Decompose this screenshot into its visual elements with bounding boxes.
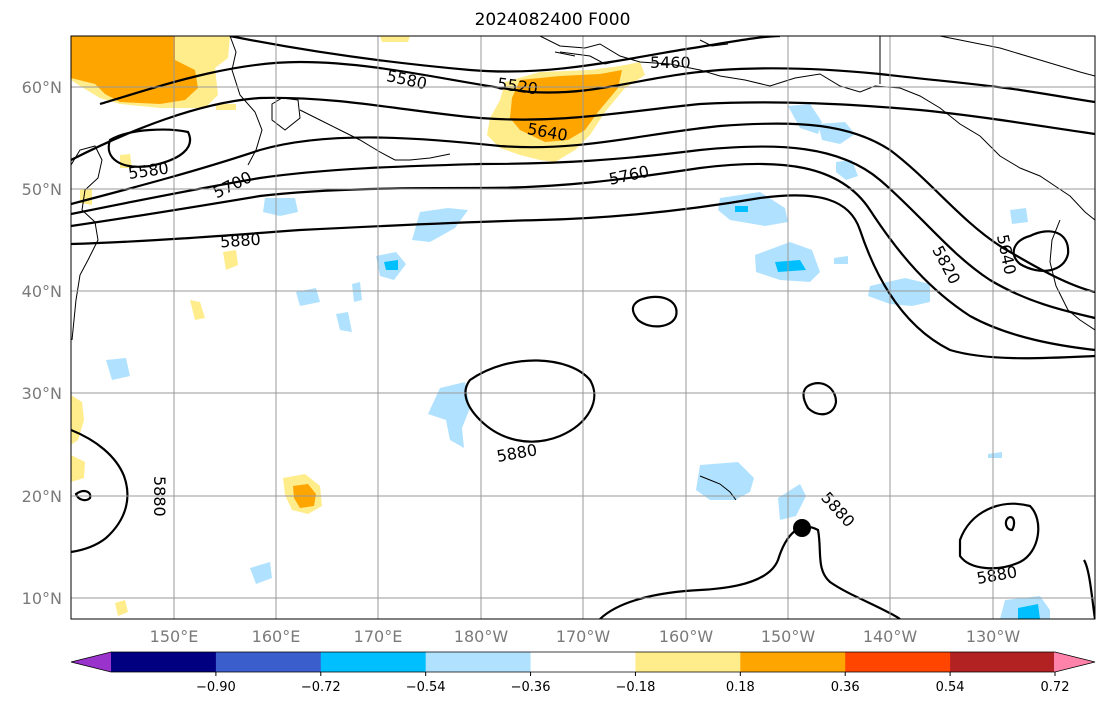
lon-label: 150°E [150,627,199,646]
colorbar-swatch [320,652,427,672]
colorbar-outline [70,651,1096,673]
lat-label: 30°N [22,384,62,403]
negative-anomaly-areas [106,104,1050,619]
lon-label: 160°E [252,627,301,646]
longitude-labels: 150°E 160°E 170°E 180°W 170°W 160°W 150°… [150,627,1021,646]
height-contours [71,36,1095,619]
gridlines [71,36,1095,619]
lat-label: 60°N [22,78,62,97]
colorbar-tick-label: 0.54 [936,680,965,695]
lat-label: 20°N [22,487,62,506]
colorbar-tick-label: −0.18 [616,680,656,695]
colorbar-swatch [215,652,322,672]
map-title: 2024082400 F000 [474,10,631,30]
colorbar-swatch [635,652,741,672]
colorbar-swatch [530,652,636,672]
lon-label: 130°W [966,627,1021,646]
lat-label: 40°N [22,282,62,301]
colorbar-tick-label: −0.72 [301,680,341,695]
colorbar-extend-high [1054,652,1095,672]
colorbar-swatch [740,652,846,672]
colorbar-swatch [111,652,217,672]
coastlines [71,36,1095,501]
colorbar-extend-low [71,652,112,672]
lon-label: 160°W [659,627,714,646]
map-content: 5460 5520 5580 5580 5640 5700 5760 5880 … [71,36,1105,619]
lat-label: 10°N [22,589,62,608]
contour-label: 5880 [219,230,261,252]
colorbar-tick-label: 0.72 [1041,680,1070,695]
lon-label: 170°W [556,627,611,646]
contour-label: 5460 [650,53,691,72]
map-frame [70,35,1096,620]
colorbar-swatch [845,652,951,672]
lon-label: 150°W [761,627,816,646]
latitude-labels: 60°N 50°N 40°N 30°N 20°N 10°N [22,78,62,608]
colorbar-tick-label: −0.36 [511,680,551,695]
lon-label: 170°E [354,627,403,646]
colorbar: −0.90 −0.72 −0.54 −0.36 −0.18 0.18 0.36 0.54 0.7… [70,651,1096,695]
colorbar-swatch [425,652,532,672]
colorbar-tick-label: −0.90 [196,680,236,695]
lat-label: 50°N [22,180,62,199]
colorbar-swatch [950,652,1056,672]
contour-label: 5880 [1100,565,1105,609]
position-dot [793,519,811,537]
colorbar-tick-label: 0.18 [726,680,755,695]
lon-label: 140°W [863,627,918,646]
colorbar-tick-label: 0.36 [831,680,860,695]
colorbar-tick-label: −0.54 [406,680,446,695]
lon-label: 180°W [454,627,509,646]
